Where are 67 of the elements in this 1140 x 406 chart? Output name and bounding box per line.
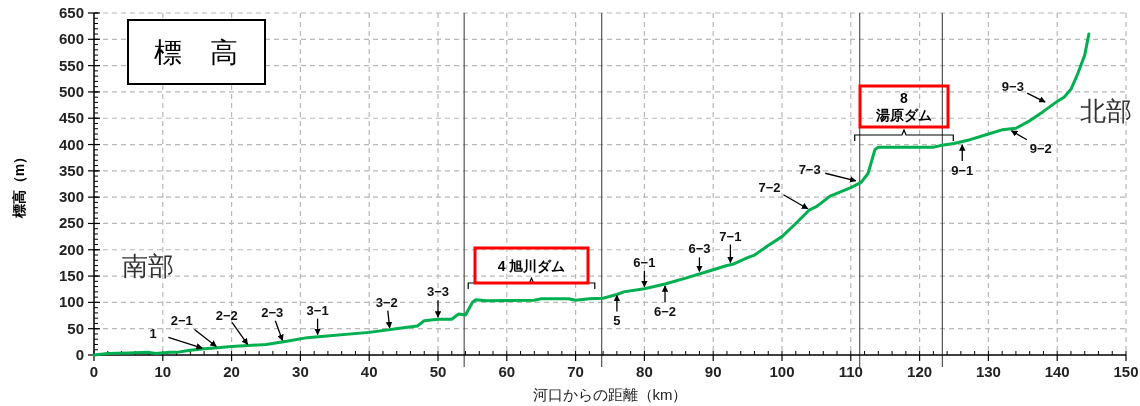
annotation: 9−1	[951, 162, 974, 178]
annotation: 9−2	[1029, 140, 1052, 156]
y-tick-label: 500	[58, 82, 84, 100]
annotation: 2−3	[261, 305, 284, 342]
y-tick-label: 100	[58, 293, 84, 311]
x-tick-label: 70	[567, 363, 584, 380]
annotation: 5	[613, 313, 621, 329]
x-tick-label: 40	[360, 363, 378, 380]
text: 標 高	[154, 37, 238, 68]
annotation: 7−1	[719, 228, 742, 244]
y-tick-label: 0	[75, 346, 84, 363]
annotation: 6−2	[654, 303, 677, 319]
annotation: 7−1	[719, 228, 742, 264]
y-tick-label: 600	[58, 30, 84, 48]
annotation: 7−3	[798, 162, 821, 178]
y-tick-label: 350	[58, 161, 84, 179]
x-tick-label: 10	[154, 363, 172, 380]
annotation: 8 湯原ダム	[875, 90, 932, 123]
y-tick-label: 650	[58, 4, 84, 21]
annotation: 6−1	[633, 254, 656, 288]
annotation: 5	[613, 294, 621, 329]
y-tick-label: 200	[58, 240, 84, 258]
annotation: 9−1	[951, 144, 974, 178]
annotation: 3−1	[306, 302, 329, 318]
annotation: 9−3	[1001, 78, 1024, 94]
annotation: 北部	[1080, 96, 1132, 126]
annotation: 6−3	[688, 241, 711, 257]
y-tick-label: 50	[67, 319, 84, 337]
y-tick-label: 550	[58, 56, 84, 74]
annotation: 2−3	[261, 305, 284, 321]
x-tick-label: 90	[704, 363, 722, 380]
annotation: 3−3	[426, 284, 450, 318]
x-tick-label: 50	[429, 363, 447, 380]
x-tick-label: 100	[769, 363, 795, 380]
annotation: 2−2	[215, 308, 238, 324]
x-tick-label: 20	[223, 363, 240, 380]
y-tick-label: 250	[58, 214, 84, 232]
x-tick-label: 140	[1044, 363, 1070, 380]
annotation: 6−2	[654, 285, 677, 319]
annotation: 6−3	[688, 241, 711, 273]
annotation: 2−2	[215, 308, 249, 346]
annotation: 1	[149, 325, 157, 341]
x-tick-label: 30	[292, 363, 309, 380]
annotation: 3−2	[375, 294, 398, 310]
x-tick-label: 130	[975, 363, 1001, 380]
x-tick-label: 150	[1113, 363, 1139, 380]
x-tick-label: 0	[89, 363, 99, 380]
x-axis-title: 河口からの距離（km）	[532, 386, 688, 403]
annotation: 2−1	[170, 312, 193, 328]
annotation: 3−3	[426, 284, 450, 300]
annotation: 4 旭川ダム	[497, 257, 566, 274]
y-axis-title: 標高（m）	[11, 149, 27, 220]
y-tick-label: 150	[58, 267, 84, 285]
annotation: 3−2	[375, 294, 398, 329]
x-tick-label: 80	[636, 363, 653, 380]
x-tick-label: 110	[838, 363, 863, 380]
annotation: 6−1	[633, 254, 656, 270]
annotation: 3−1	[306, 302, 329, 336]
y-tick-label: 450	[58, 109, 84, 127]
annotation: 9−3	[1001, 78, 1046, 103]
annotation: 南部	[122, 251, 174, 281]
annotation: 7−2	[758, 179, 781, 195]
x-tick-label: 120	[907, 363, 933, 380]
y-tick-label: 400	[58, 135, 84, 153]
x-tick-label: 60	[498, 363, 516, 380]
y-tick-label: 300	[58, 188, 84, 206]
annotation: 9−2	[1010, 130, 1052, 156]
